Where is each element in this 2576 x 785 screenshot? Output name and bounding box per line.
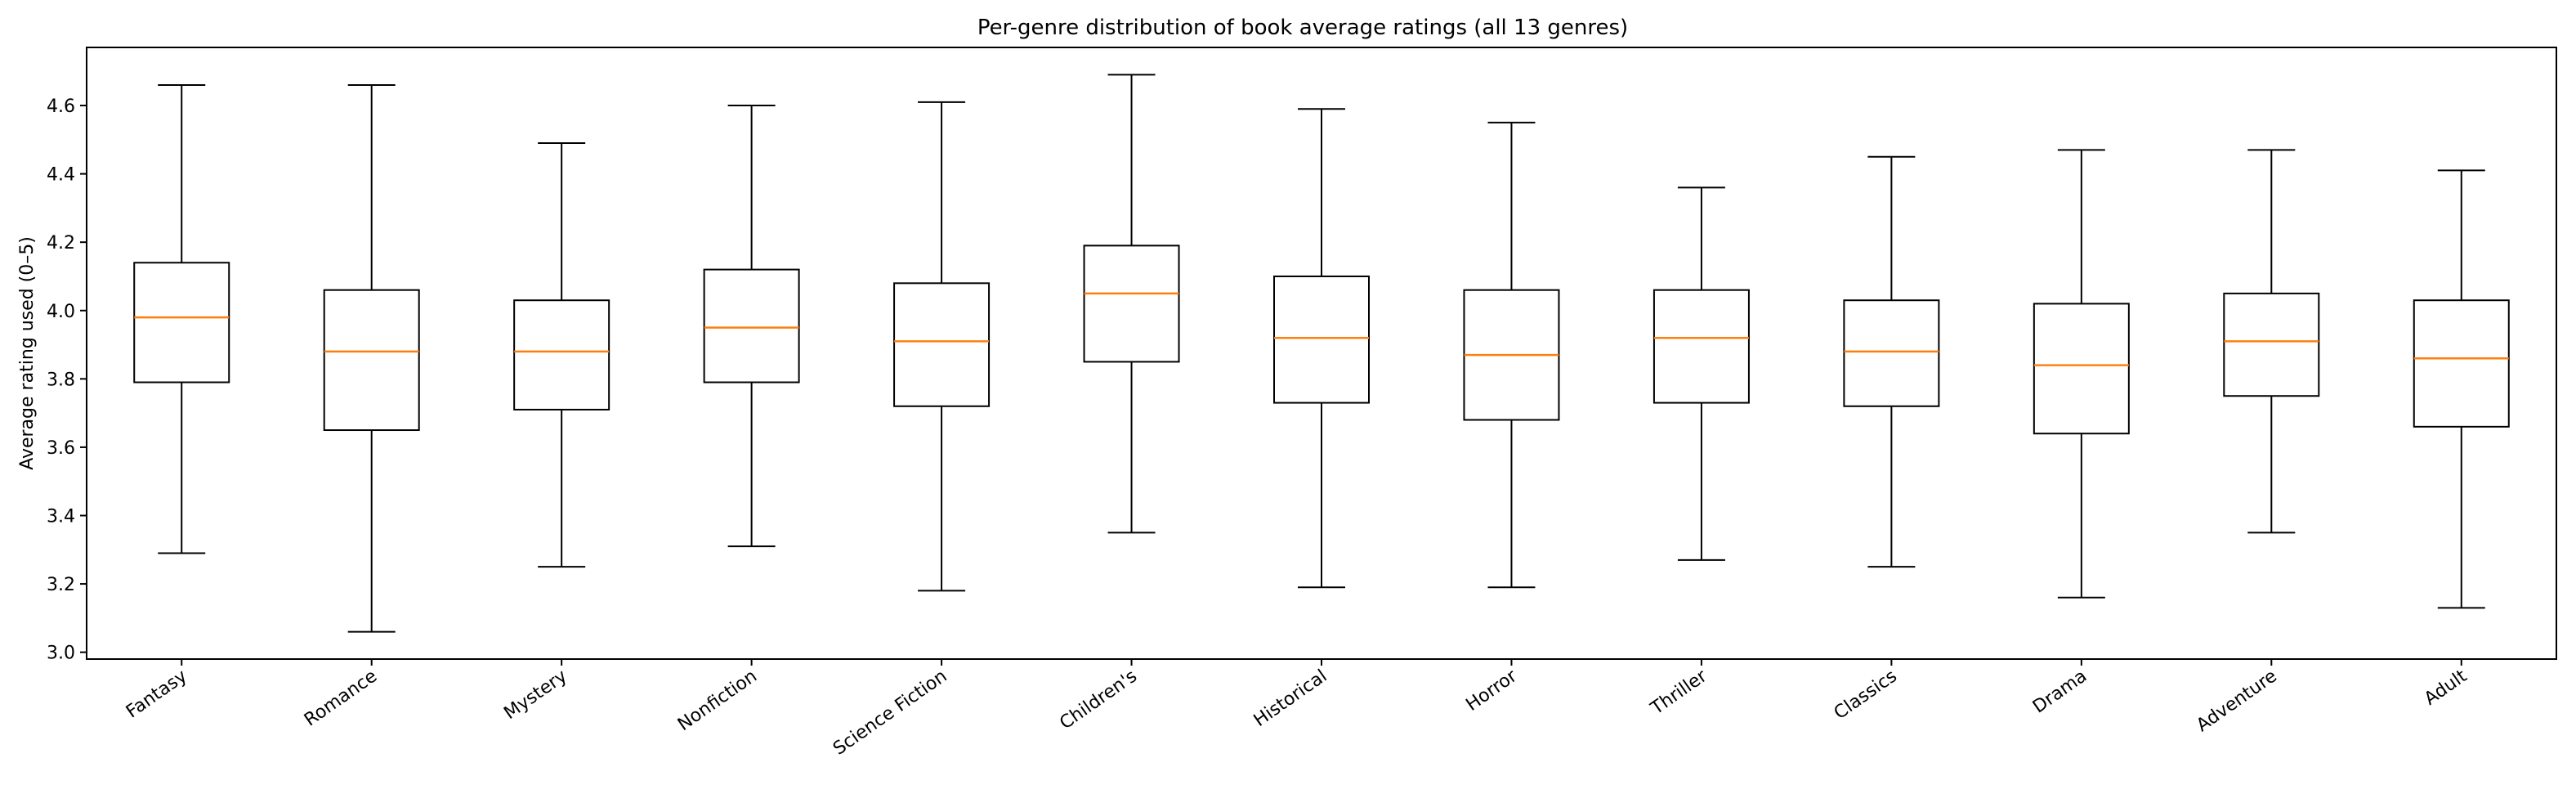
y-tick-label: 3.0	[47, 644, 75, 664]
box-drama	[2033, 149, 2130, 599]
box-nonfiction	[703, 105, 800, 548]
y-axis-label: Average rating used (0–5)	[17, 236, 38, 470]
chart-title: Per-genre distribution of book average r…	[977, 16, 1628, 40]
iqr-box	[703, 268, 800, 384]
iqr-box	[2033, 303, 2130, 435]
y-tick-label: 4.2	[47, 233, 75, 253]
box-children-s	[1083, 74, 1180, 534]
box-romance	[323, 83, 420, 633]
box-classics	[1843, 155, 1940, 568]
box-thriller	[1652, 186, 1750, 561]
y-tick-label: 4.4	[47, 165, 75, 186]
iqr-box	[133, 262, 230, 384]
box-horror	[1463, 121, 1560, 589]
box-fantasy	[133, 83, 230, 554]
iqr-box	[1843, 299, 1940, 407]
iqr-box	[2413, 299, 2510, 428]
y-tick-label: 3.6	[47, 438, 75, 459]
box-science-fiction	[893, 101, 991, 592]
iqr-box	[1652, 289, 1750, 404]
iqr-box	[513, 299, 610, 410]
iqr-box	[1083, 244, 1180, 363]
box-adult	[2413, 169, 2510, 609]
y-tick-label: 3.4	[47, 506, 75, 527]
y-tick-label: 3.2	[47, 575, 75, 595]
iqr-box	[2223, 292, 2320, 397]
iqr-box	[323, 289, 420, 432]
box-mystery	[513, 142, 610, 568]
box-historical	[1273, 108, 1370, 589]
box-adventure	[2223, 149, 2320, 534]
y-tick-label: 4.0	[47, 302, 75, 322]
y-tick-label: 3.8	[47, 370, 75, 390]
y-tick-label: 4.6	[47, 96, 75, 117]
iqr-box	[1273, 275, 1370, 404]
iqr-box	[893, 282, 991, 407]
